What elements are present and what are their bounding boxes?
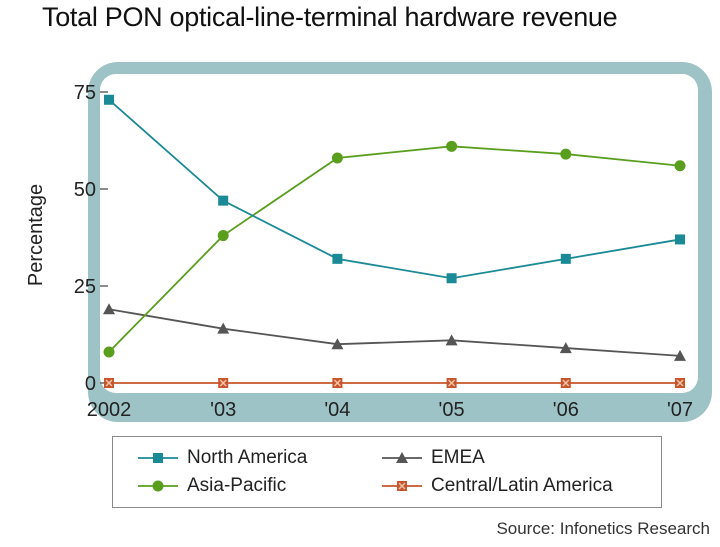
data-point-asia-pacific (103, 346, 115, 358)
data-point-central-latin-america (675, 378, 685, 388)
x-tick-label: '03 (210, 399, 236, 421)
legend-marker (397, 481, 407, 491)
legend-label: North America (187, 447, 308, 468)
data-point-central-latin-america (446, 378, 457, 388)
data-point-emea (331, 338, 344, 350)
data-point-asia-pacific (674, 160, 686, 172)
series-line-emea (108, 308, 681, 357)
legend-item-asia-pacific: Asia-Pacific (137, 475, 286, 497)
data-point-central-latin-america (104, 378, 114, 388)
data-point-asia-pacific (560, 148, 572, 160)
data-point-central-latin-america (218, 378, 229, 388)
x-tick-label: 2002 (87, 399, 132, 421)
legend-swatch (382, 452, 422, 463)
data-point-emea (674, 349, 686, 361)
legend-label: Central/Latin America (431, 475, 613, 496)
x-tick-label: '04 (324, 399, 350, 421)
y-axis: 75 50 25 0 (74, 82, 108, 395)
data-point-north-america (218, 195, 229, 206)
data-point-central-latin-america (332, 378, 343, 388)
y-tick-label: 50 (74, 179, 96, 201)
plot-area (100, 74, 698, 393)
legend-swatch (138, 480, 178, 492)
data-point-emea (445, 334, 458, 346)
y-tick-label: 0 (85, 373, 96, 395)
series-layer (103, 94, 686, 388)
y-tick-label: 75 (74, 82, 96, 104)
legend-marker (153, 453, 163, 463)
chart-title: Total PON optical-line-terminal hardware… (42, 2, 618, 32)
data-point-asia-pacific (217, 230, 229, 242)
data-point-north-america (104, 94, 114, 105)
x-tick-label: '06 (553, 399, 579, 421)
legend-swatch (138, 453, 178, 463)
data-point-north-america (560, 253, 571, 264)
series-line-asia-pacific (108, 145, 681, 353)
legend-label: EMEA (431, 447, 485, 468)
data-point-central-latin-america (560, 378, 571, 388)
legend-item-north-america: North America (137, 447, 307, 469)
data-point-asia-pacific (446, 140, 458, 152)
line-chart: 75 50 25 0 2002 '03 '04 '05 '06 '07 Percentage (25, 62, 712, 422)
legend-swatch (382, 481, 422, 491)
data-point-emea (217, 322, 230, 334)
data-point-north-america (446, 273, 457, 284)
legend-item-central-latin-america: Central/Latin America (381, 475, 613, 497)
data-point-asia-pacific (331, 152, 343, 164)
data-point-north-america (332, 253, 343, 264)
legend-marker (396, 452, 408, 463)
x-axis: 2002 '03 '04 '05 '06 '07 (87, 399, 693, 421)
y-axis-label: Percentage (25, 184, 47, 286)
x-tick-label: '07 (667, 399, 693, 421)
x-tick-label: '05 (439, 399, 465, 421)
legend-item-emea: EMEA (381, 447, 485, 469)
legend: North America EMEA Asia-Pacific Central/Lat… (112, 436, 662, 508)
legend-marker (152, 480, 164, 492)
y-tick-label: 25 (74, 276, 96, 298)
series-line-north-america (108, 99, 681, 280)
data-point-emea (559, 342, 572, 354)
legend-label: Asia-Pacific (187, 475, 287, 496)
source-note: Source: Infonetics Research (496, 519, 710, 538)
data-point-emea (103, 303, 115, 315)
data-point-north-america (675, 234, 685, 245)
